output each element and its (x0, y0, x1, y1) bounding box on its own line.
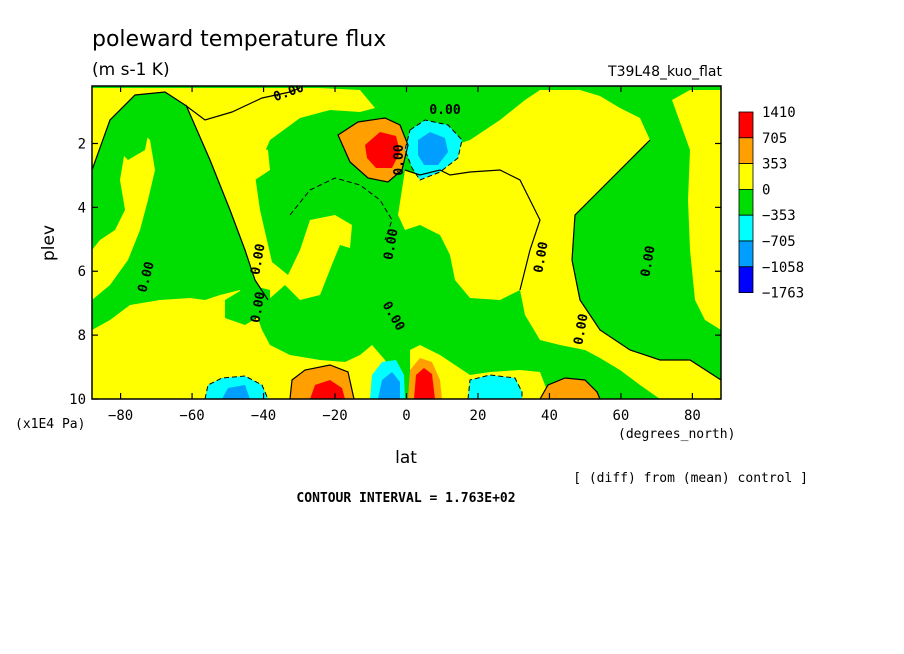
negative-contour-mid-equatorial (289, 177, 393, 241)
contour-label: 0.00 (248, 291, 268, 325)
run-label: T39L48_kuo_flat (607, 64, 722, 80)
x-tick-label: −60 (179, 408, 204, 424)
contour-label: 0.00 (571, 313, 591, 347)
x-tick-label: 60 (613, 408, 630, 424)
plot-area: 0.000.000.000.000.000.000.00 0.000.000.00… (92, 86, 721, 399)
x-tick-label: 40 (541, 408, 558, 424)
y-axis-label: plev (39, 225, 59, 261)
x-units-label: (degrees_north) (618, 427, 735, 442)
cyan-region-north-tropics (468, 375, 522, 399)
orange-region-north-subtropics (540, 378, 600, 399)
contour-label: 0.00 (531, 241, 551, 275)
chart-title: poleward temperature flux (92, 27, 386, 52)
yellow-region-stratosphere-south (232, 145, 270, 180)
colorbar-legend: 1410 705 353 0 −353 −705 −1058 −1763 (738, 105, 804, 302)
x-tick-label: 0 (402, 408, 410, 424)
blue-region-upper-equatorial (418, 132, 448, 165)
legend-swatch (738, 266, 754, 293)
contour-label: 0.00 (392, 144, 407, 175)
contour-interval-note: CONTOUR INTERVAL = 1.763E+02 (296, 491, 515, 506)
zero-contour-south-midlat (185, 104, 269, 301)
green-island-south-tropics (225, 285, 270, 325)
positive-contour-north-subtropics (539, 377, 601, 399)
legend-level-label: −1058 (762, 260, 804, 276)
yellow-region-equatorial (398, 170, 540, 300)
yellow-region-south-midlat (186, 88, 375, 300)
legend-swatch (738, 214, 754, 242)
legend-level-label: 705 (762, 131, 787, 147)
x-tick-label: −40 (251, 408, 276, 424)
yellow-region-north-polar (672, 90, 721, 330)
y-units-label: (x1E4 Pa) (15, 417, 85, 432)
negative-contour-south-subtropics (204, 375, 269, 399)
contour-label: 0.00 (381, 228, 401, 262)
x-tick-label: −20 (322, 408, 347, 424)
yellow-region-north-midlat (440, 90, 721, 399)
x-axis-label: lat (395, 448, 417, 468)
contour-labels: 0.000.000.000.000.000.000.00 0.000.000.00… (135, 86, 658, 347)
legend-swatch (738, 163, 754, 190)
y-tick-label: 8 (78, 328, 86, 344)
legend-swatch (738, 240, 754, 268)
x-tick-label: 20 (470, 408, 487, 424)
y-axis: 2 4 6 8 10 (69, 136, 721, 408)
contour-label: 0.00 (429, 103, 460, 118)
yellow-region-stratosphere-north (540, 140, 600, 180)
comparison-note: [ (diff) from (mean) control ] (573, 471, 808, 486)
contour-lines (92, 87, 721, 399)
negative-contour-north-tropics (467, 374, 523, 399)
red-region-upper-equatorial (365, 132, 400, 168)
negative-contour-upper-equatorial (404, 119, 463, 181)
positive-low-regions (92, 88, 721, 399)
contour-label: 0.00 (638, 245, 658, 279)
positive-high-regions (310, 132, 435, 399)
legend-level-label: 0 (762, 182, 770, 198)
y-tick-label: 2 (78, 136, 86, 152)
chart-units: (m s-1 K) (92, 60, 170, 80)
positive-contour-ring (337, 117, 409, 183)
yellow-region-south-polar (92, 130, 155, 300)
legend-level-label: −1763 (762, 286, 804, 302)
y-tick-label: 6 (78, 264, 86, 280)
zero-contour-north-midlat (571, 139, 721, 381)
zero-contour-equatorial (404, 169, 541, 291)
negative-high-regions (222, 132, 448, 399)
x-tick-label: 80 (684, 408, 701, 424)
x-tick-label: −80 (108, 408, 133, 424)
yellow-region-west (92, 88, 300, 170)
legend-level-label: −353 (762, 208, 796, 224)
legend-swatch (738, 188, 754, 216)
x-axis: −80 −60 −40 −20 0 20 40 60 80 (108, 86, 701, 424)
contour-label: 0.00 (248, 243, 268, 277)
green-island-south-polar (115, 115, 150, 160)
legend-level-label: −705 (762, 234, 796, 250)
red-region-equatorial-lower (414, 368, 435, 399)
y-tick-label: 4 (78, 200, 86, 216)
legend-level-label: 1410 (762, 105, 796, 121)
y-tick-label: 10 (69, 392, 86, 408)
legend-swatch (738, 137, 754, 165)
positive-contour-south-tropics (289, 364, 355, 399)
red-region-south-tropics (310, 380, 345, 399)
legend-level-label: 353 (762, 157, 787, 173)
zero-contour-west (92, 87, 301, 171)
blue-region-south-subtropics (222, 385, 250, 399)
negative-contour-lines (204, 119, 523, 399)
blue-region-equatorial (378, 372, 400, 399)
green-island-equatorial (380, 290, 415, 335)
legend-swatch (738, 111, 754, 139)
negative-low-islands (115, 115, 415, 335)
